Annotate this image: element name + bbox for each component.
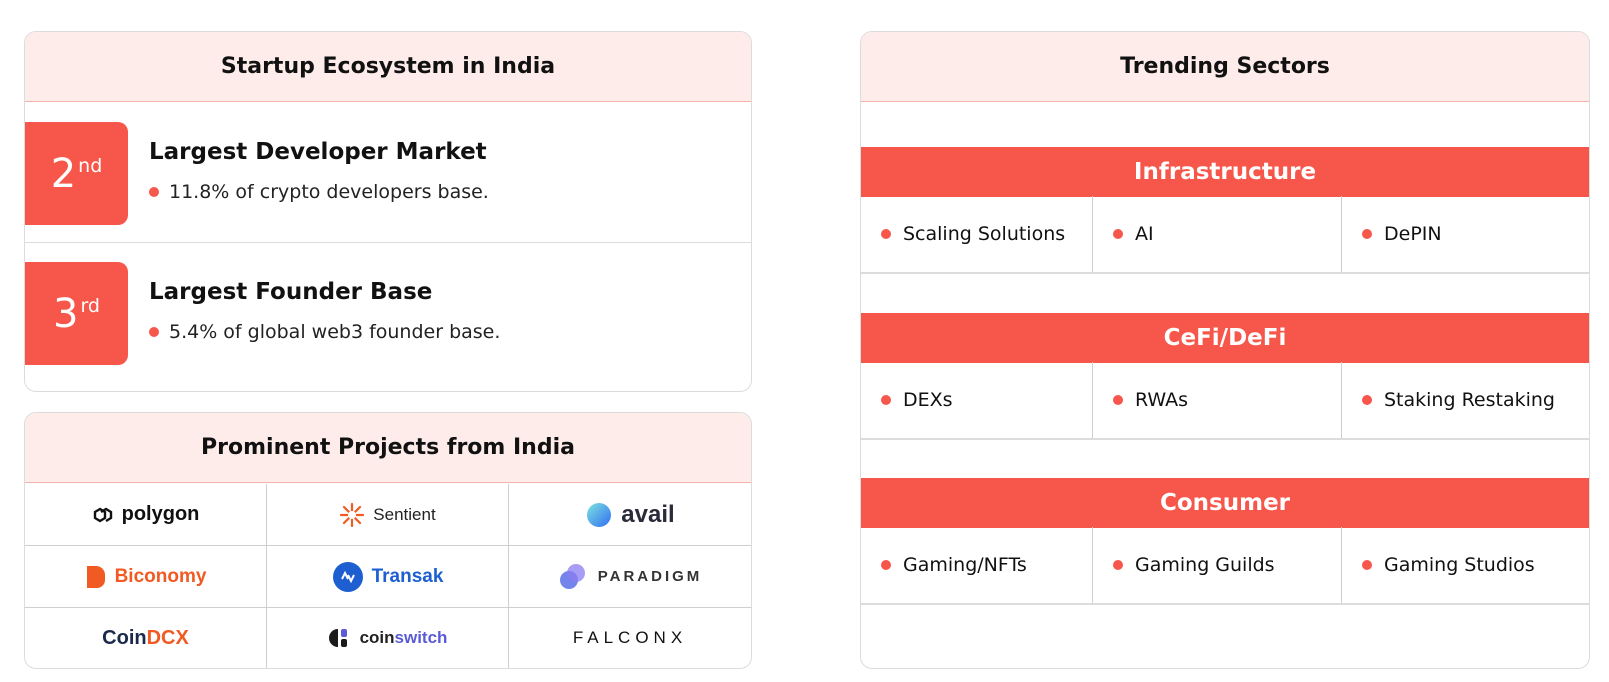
bullet-icon [1362,229,1372,239]
logo-polygon: polygon [25,484,267,546]
logo-label: Biconomy [114,565,207,587]
logo-label: Transak [371,565,444,587]
sector-band-cefi-defi: CeFi/DeFi [861,313,1589,363]
logo-transak: Transak [267,546,509,608]
stat-description-text: 11.8% of crypto developers base. [169,181,489,203]
sentient-icon [340,502,365,527]
sector-item: Gaming/NFTs [861,527,1093,603]
sector-items-consumer: Gaming/NFTs Gaming Guilds Gaming Studios [861,527,1589,605]
bullet-icon [881,395,891,405]
sector-item: Scaling Solutions [861,196,1093,272]
bullet-icon [1113,229,1123,239]
sector-item-label: AI [1135,223,1154,245]
sector-item-label: Scaling Solutions [903,223,1066,245]
coinswitch-icon [328,629,347,647]
sector-item: DePIN [1342,196,1589,272]
logo-label: Sentient [373,504,436,524]
sector-band-consumer: Consumer [861,478,1589,528]
logo-falconx: FALCONX [509,608,751,668]
prominent-projects-card: Prominent Projects from India polygon Se… [24,412,752,669]
bullet-icon [881,229,891,239]
bullet-icon [1113,395,1123,405]
bullet-icon [1362,560,1372,570]
sector-item-label: DePIN [1384,223,1442,245]
startup-ecosystem-card: Startup Ecosystem in India 2 nd Largest … [24,31,752,392]
stat-row-developer: 2 nd Largest Developer Market 11.8% of c… [25,103,751,243]
bullet-icon [1113,560,1123,570]
bullet-icon [149,187,159,197]
rank-badge: 2 nd [25,122,128,225]
sector-item-label: Gaming Studios [1384,554,1535,576]
sector-item-label: Gaming/NFTs [903,554,1027,576]
logo-sentient: Sentient [267,484,509,546]
sector-items-infrastructure: Scaling Solutions AI DePIN [861,196,1589,274]
logo-label: FALCONX [572,628,688,647]
logo-grid: polygon Sentient [25,484,751,668]
rank-number: 3 [53,290,79,337]
rank-badge: 3 rd [25,262,128,365]
logo-coinswitch: coinswitch [267,608,509,668]
logo-label: polygon [121,503,200,525]
trending-sectors-card: Trending Sectors Infrastructure Scaling … [860,31,1590,669]
bullet-icon [1362,395,1372,405]
logo-label: Coin [102,626,147,649]
sector-item: AI [1093,196,1342,272]
stat-description: 5.4% of global web3 founder base. [149,321,500,343]
logo-label: avail [621,500,675,528]
rank-suffix: nd [78,155,103,177]
stat-description: 11.8% of crypto developers base. [149,181,489,203]
sectors-title: Trending Sectors [861,32,1589,102]
rank-suffix: rd [80,295,100,317]
rank-number: 2 [50,150,77,197]
sector-item-label: RWAs [1135,389,1189,411]
logo-label-accent: switch [394,628,448,647]
logo-biconomy: Biconomy [25,546,267,608]
sector-item: Staking Restaking [1342,362,1589,438]
stat-title: Largest Founder Base [149,279,433,305]
sector-band-infrastructure: Infrastructure [861,147,1589,197]
logo-avail: avail [509,484,751,546]
stat-description-text: 5.4% of global web3 founder base. [169,321,501,343]
transak-icon [332,561,363,592]
projects-title: Prominent Projects from India [25,413,751,483]
sector-item: Gaming Studios [1342,527,1589,603]
paradigm-icon [559,563,585,589]
stat-row-founder: 3 rd Largest Founder Base 5.4% of global… [25,243,751,383]
bullet-icon [149,327,159,337]
sector-item-label: Staking Restaking [1384,389,1555,411]
avail-icon [587,502,612,527]
biconomy-icon [86,565,105,588]
logo-label-accent: DCX [146,626,189,649]
logo-label: coin [359,628,395,647]
bullet-icon [881,560,891,570]
sector-item: DEXs [861,362,1093,438]
sector-items-cefi-defi: DEXs RWAs Staking Restaking [861,362,1589,440]
sector-item: RWAs [1093,362,1342,438]
logo-label: PARADIGM [597,568,703,585]
sector-item: Gaming Guilds [1093,527,1342,603]
sector-item-label: Gaming Guilds [1135,554,1275,576]
ecosystem-title: Startup Ecosystem in India [25,32,751,102]
logo-coindcx: CoinDCX [25,608,267,668]
logo-paradigm: PARADIGM [509,546,751,608]
polygon-icon [93,507,112,522]
sector-item-label: DEXs [903,389,953,411]
stat-title: Largest Developer Market [149,139,487,165]
